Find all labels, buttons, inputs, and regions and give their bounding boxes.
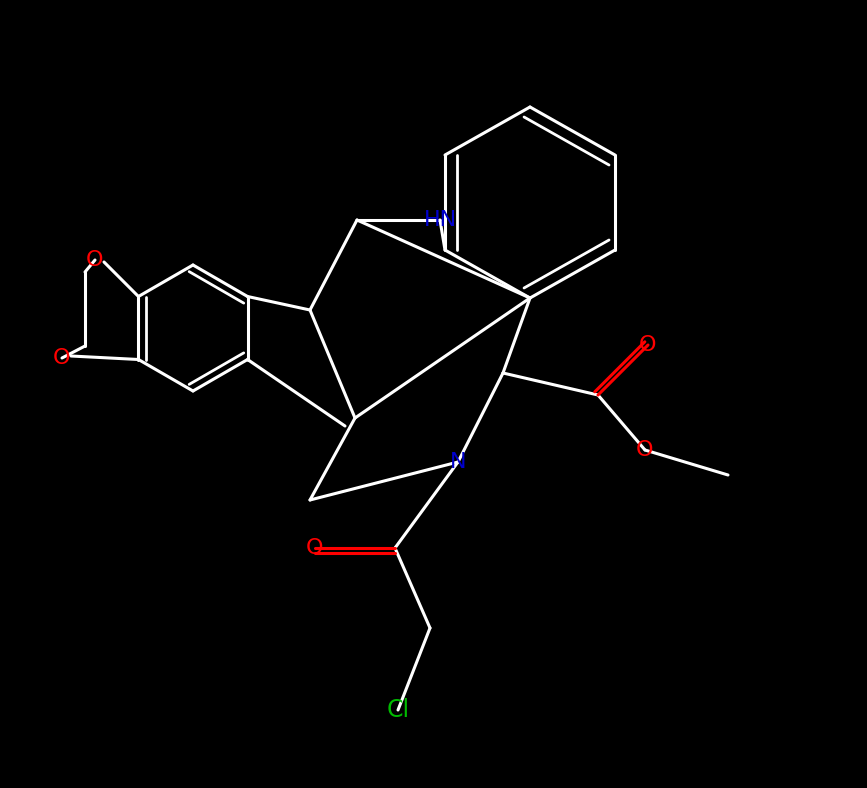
Text: Cl: Cl (387, 698, 409, 722)
Text: O: O (86, 250, 104, 270)
Text: O: O (306, 538, 323, 558)
Text: N: N (450, 452, 466, 472)
Text: O: O (53, 348, 71, 368)
Text: O: O (636, 440, 654, 460)
Text: HN: HN (423, 210, 457, 230)
Text: O: O (639, 335, 656, 355)
